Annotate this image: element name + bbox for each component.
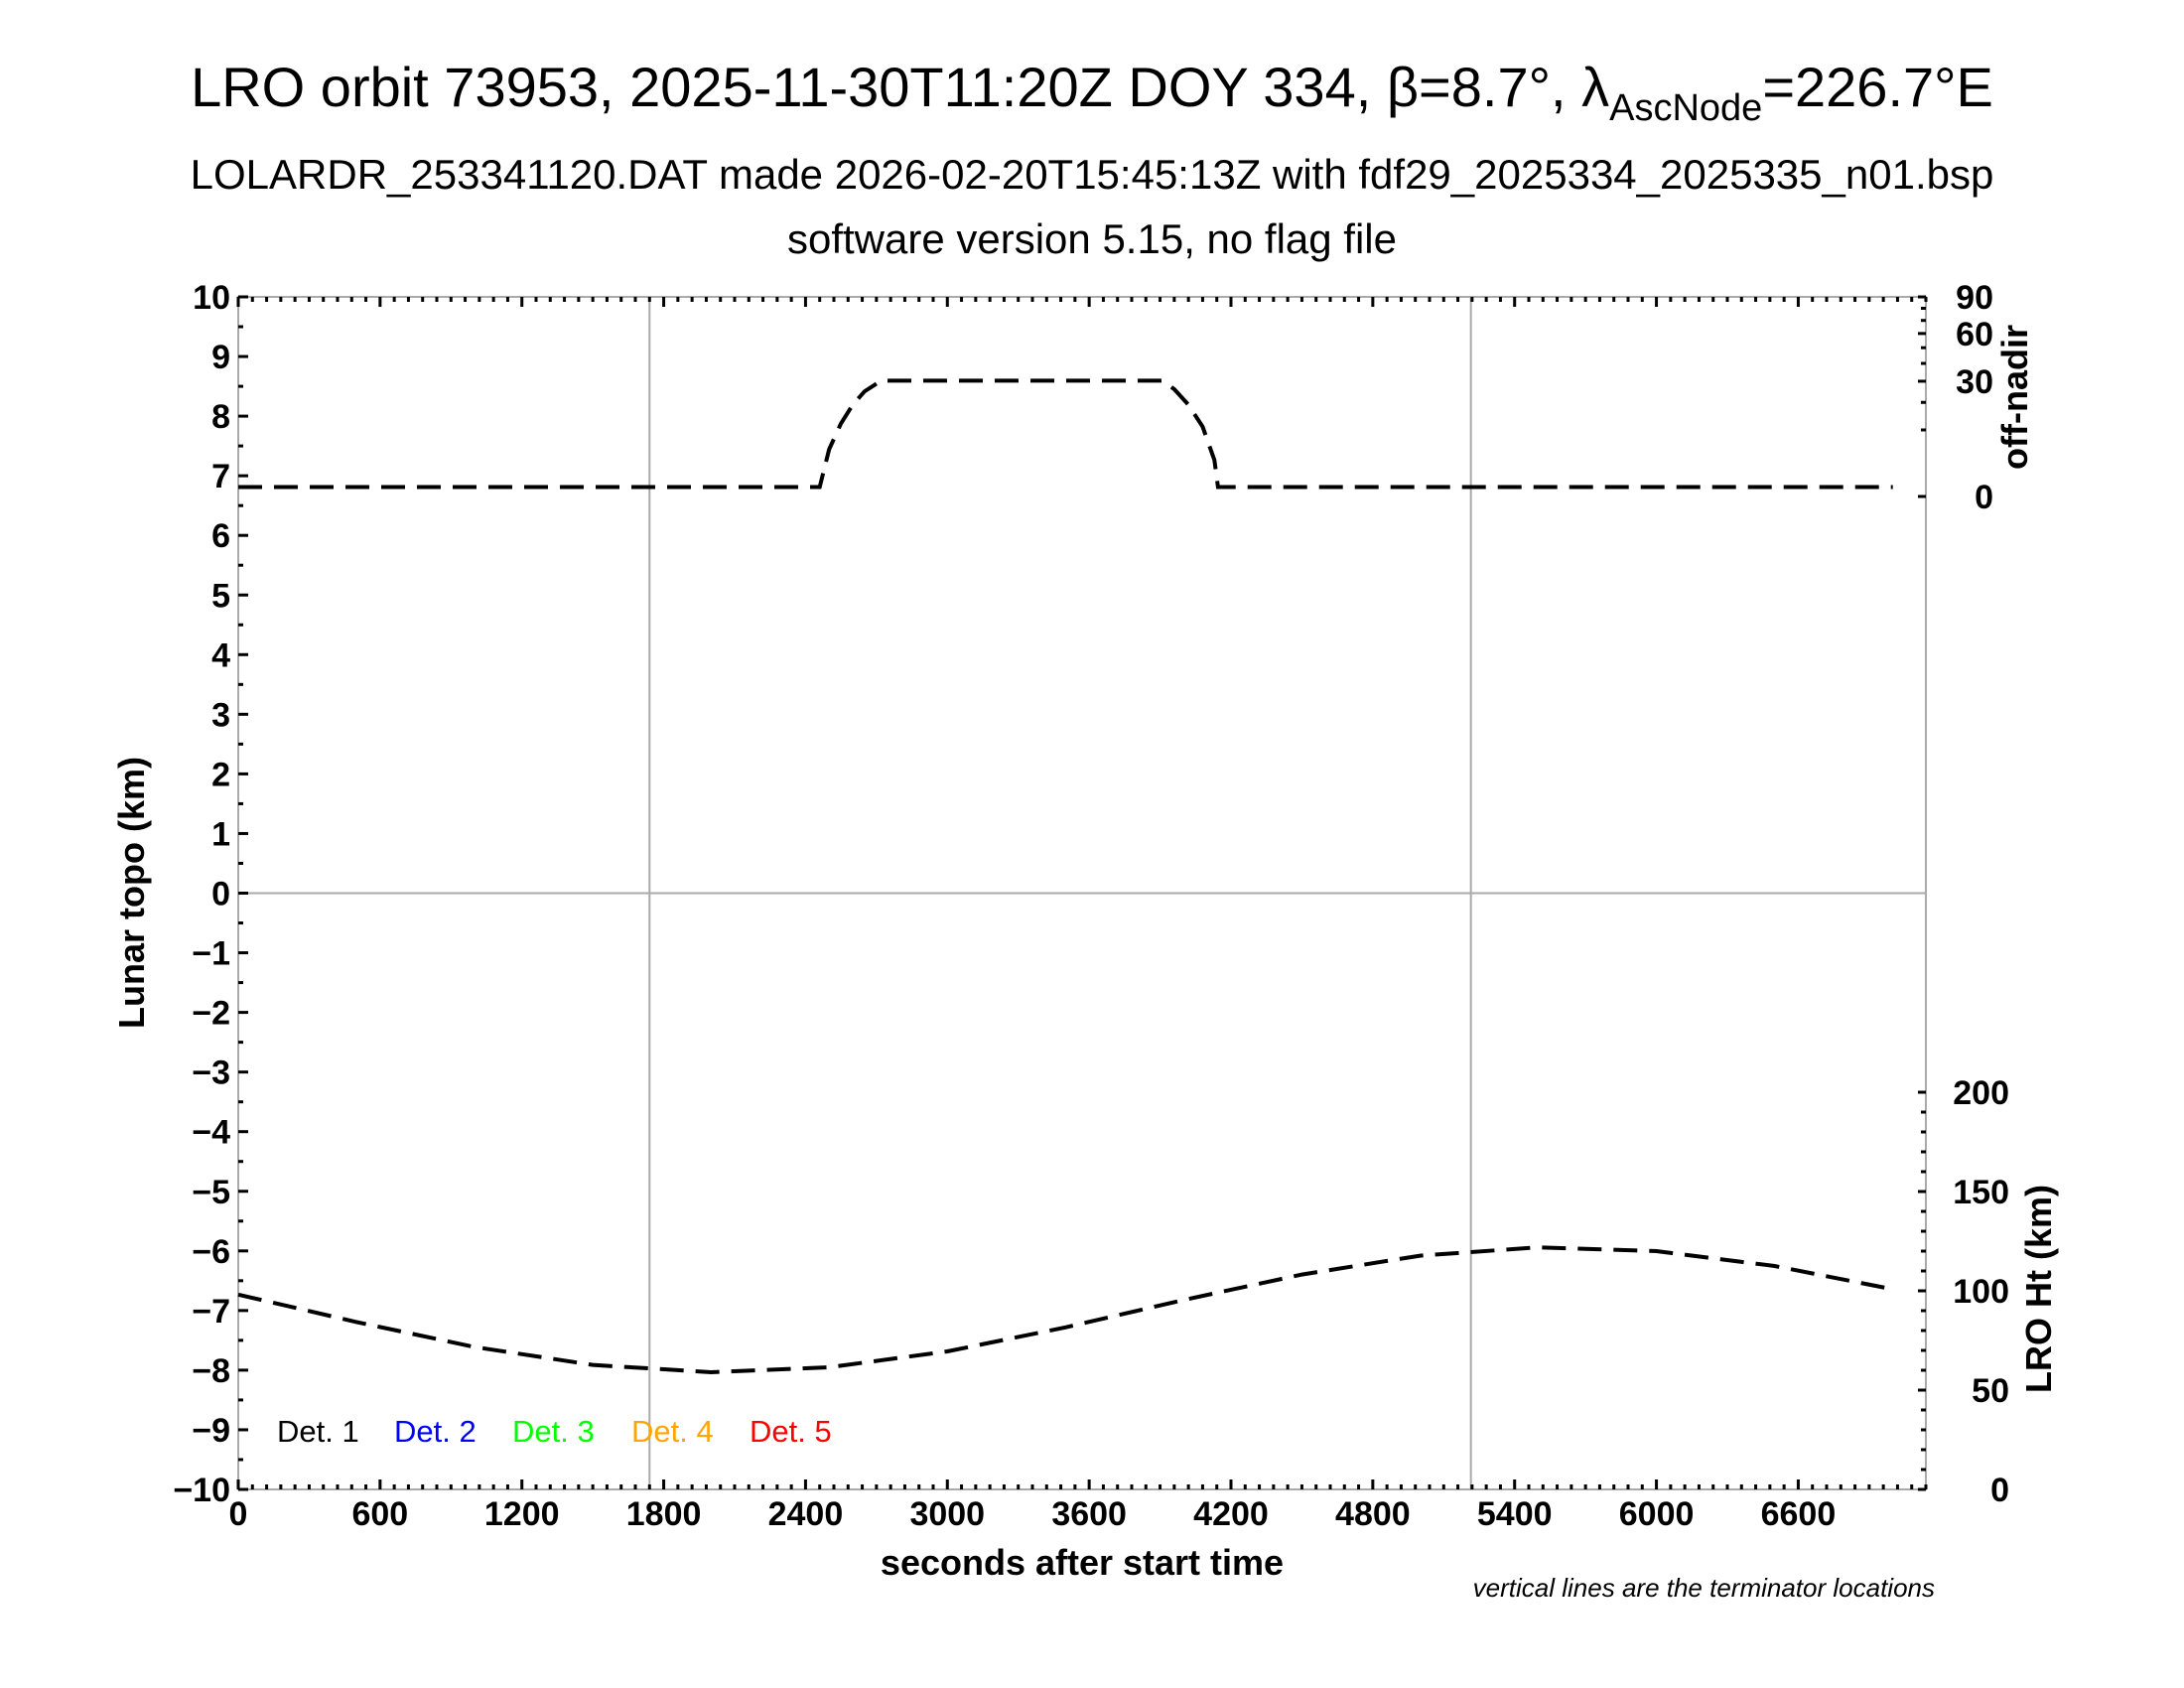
- x-tick-label: 600: [351, 1495, 408, 1533]
- ht-tick-label: 200: [1953, 1074, 2009, 1112]
- y-tick-label-left: 7: [211, 458, 230, 495]
- y-tick-label-left: 0: [211, 876, 230, 914]
- y-axis-label-lro-ht: LRO Ht (km): [2018, 1185, 2059, 1393]
- y-tick-label-left: 8: [211, 398, 230, 436]
- x-tick-label: 4200: [1193, 1495, 1269, 1533]
- y-axis-label-left: Lunar topo (km): [111, 757, 152, 1029]
- x-tick-label: 1800: [626, 1495, 702, 1533]
- gridlines: [238, 297, 1926, 1489]
- offnadir-tick-label: 60: [1956, 316, 1993, 353]
- axis-ticks: 0 600 1200 1800 2400 3000 3600 4200 4800 5400 6000…: [173, 279, 2009, 1533]
- offnadir-tick-label: 90: [1956, 279, 1993, 317]
- x-tick-label: 3000: [909, 1495, 985, 1533]
- x-tick-label: 2400: [768, 1495, 844, 1533]
- y-axis-label-offnadir: off-nadir: [1994, 325, 2035, 470]
- terminator-note: vertical lines are the terminator locati…: [1473, 1573, 1935, 1603]
- y-tick-label-left: −8: [192, 1352, 230, 1390]
- y-tick-label-left: 4: [211, 636, 230, 674]
- y-tick-label-left: −2: [192, 995, 230, 1033]
- lro-height-series-line: [237, 1245, 1894, 1375]
- offnadir-tick-label: 0: [1975, 479, 1993, 516]
- y-tick-label-left: −4: [192, 1114, 230, 1152]
- y-tick-label-left: 3: [211, 696, 230, 734]
- y-tick-label-left: 5: [211, 577, 230, 615]
- chart-title: LRO orbit 73953, 2025-11-30T11:20Z DOY 3…: [191, 56, 1993, 129]
- y-tick-label-left: −6: [192, 1233, 230, 1271]
- x-tick-label: 6000: [1619, 1495, 1695, 1533]
- y-tick-label-left: 9: [211, 339, 230, 376]
- x-tick-label: 1200: [484, 1495, 560, 1533]
- legend: Det. 1 Det. 2 Det. 3 Det. 4 Det. 5: [277, 1414, 832, 1449]
- x-tick-label: 0: [229, 1495, 248, 1533]
- offnadir-series-line: [238, 378, 1893, 490]
- x-tick-label: 3600: [1051, 1495, 1127, 1533]
- ht-tick-label: 50: [1972, 1372, 2009, 1410]
- x-tick-label: 5400: [1477, 1495, 1553, 1533]
- chart-subtitle-2: software version 5.15, no flag file: [787, 215, 1397, 262]
- legend-item-det-4: Det. 4: [631, 1414, 714, 1449]
- chart-subtitle-1: LOLARDR_253341120.DAT made 2026-02-20T15…: [191, 151, 1994, 198]
- x-tick-label: 6600: [1761, 1495, 1837, 1533]
- legend-item-det-2: Det. 2: [394, 1414, 477, 1449]
- y-tick-label-left: −1: [192, 935, 230, 973]
- y-tick-label-left: 10: [193, 279, 230, 317]
- legend-item-det-3: Det. 3: [512, 1414, 595, 1449]
- series-group: [237, 378, 1894, 1375]
- y-tick-label-left: 2: [211, 756, 230, 793]
- ht-tick-label: 0: [1990, 1472, 2009, 1509]
- y-tick-label-left: −9: [192, 1412, 230, 1450]
- y-tick-label-left: −5: [192, 1174, 230, 1211]
- y-tick-label-left: 6: [211, 517, 230, 555]
- y-tick-label-left: −10: [173, 1472, 230, 1509]
- ht-tick-label: 150: [1953, 1174, 2009, 1211]
- legend-item-det-1: Det. 1: [277, 1414, 359, 1449]
- y-tick-label-left: −7: [192, 1293, 230, 1331]
- y-tick-label-left: −3: [192, 1055, 230, 1092]
- legend-item-det-5: Det. 5: [750, 1414, 832, 1449]
- ht-tick-label: 100: [1953, 1273, 2009, 1311]
- y-tick-label-left: 1: [211, 815, 230, 853]
- x-tick-label: 4800: [1335, 1495, 1411, 1533]
- x-axis-label: seconds after start time: [881, 1542, 1284, 1583]
- offnadir-tick-label: 30: [1956, 363, 1993, 401]
